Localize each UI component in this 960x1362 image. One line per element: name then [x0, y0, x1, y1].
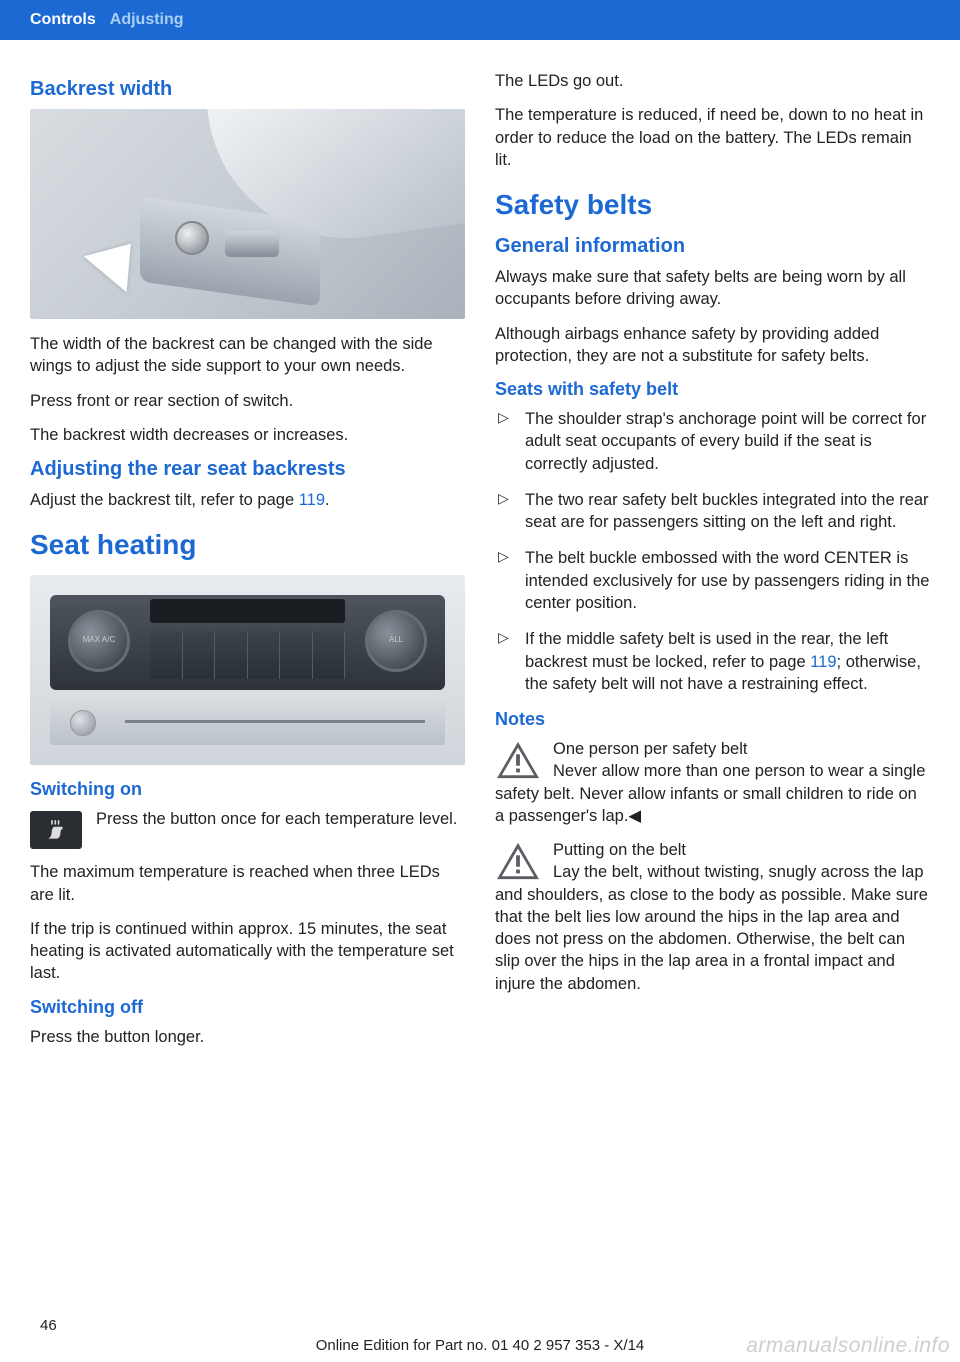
right-column: The LEDs go out. The temperature is redu…: [495, 70, 930, 1060]
page-footer: 46 Online Edition for Part no. 01 40 2 9…: [0, 1302, 960, 1362]
hvac-button-icon: [280, 631, 313, 679]
warning-body: One person per safety belt Never allow m…: [495, 738, 930, 827]
seat-heat-icon: [30, 811, 82, 849]
heading-general-information: General information: [495, 235, 930, 258]
general-p2: Although airbags enhance safety by provi…: [495, 323, 930, 368]
list-item: The two rear safety belt buckles integra…: [495, 489, 930, 534]
page-link-119-b[interactable]: 119: [810, 653, 836, 671]
list-item: The belt buckle embossed with the word C…: [495, 547, 930, 614]
page-body: Backrest width The width of the backrest…: [0, 40, 960, 1060]
seat-heat-button-row: Press the button once for each tem­perat…: [30, 808, 465, 849]
seat-adjust-switch-icon: [225, 231, 279, 257]
backrest-width-p2: Press front or rear section of switch.: [30, 390, 465, 412]
hvac-button-icon: [215, 631, 248, 679]
backrest-width-p3: The backrest width decreases or increase…: [30, 424, 465, 446]
heading-seat-heating: Seat heating: [30, 529, 465, 561]
hvac-lower-panel: [50, 700, 445, 745]
backrest-width-p1: The width of the backrest can be changed…: [30, 333, 465, 378]
hvac-button-row: [150, 631, 345, 679]
heading-seats-safety-belt: Seats with safety belt: [495, 379, 930, 400]
list-item: The shoulder strap's anchorage point wil…: [495, 408, 930, 475]
left-column: Backrest width The width of the backrest…: [30, 70, 465, 1060]
seat-heat-button-text: Press the button once for each tem­perat…: [96, 808, 465, 830]
switching-off-p1: Press the button longer.: [30, 1026, 465, 1048]
figure-seat-backrest: [30, 109, 465, 319]
hvac-right-knob-icon: ALL: [365, 610, 427, 672]
heading-switching-on: Switching on: [30, 779, 465, 800]
hvac-button-icon: [150, 631, 183, 679]
figure-hvac-panel: MAX A/C ALL: [30, 575, 465, 765]
warning-triangle-icon: [495, 841, 541, 881]
hvac-left-knob-icon: MAX A/C: [68, 610, 130, 672]
seat-adjust-dial-icon: [175, 221, 209, 255]
hvac-button-icon: [313, 631, 346, 679]
switching-on-p1: The maximum temperature is reached when …: [30, 861, 465, 906]
general-p1: Always make sure that safety belts are b…: [495, 266, 930, 311]
hvac-display-icon: [150, 599, 345, 623]
rear-backrest-p1b: .: [325, 491, 330, 509]
watermark-text: armanualsonline.info: [746, 1334, 950, 1358]
warn1-title: One person per safety belt: [553, 740, 747, 758]
hvac-button-icon: [248, 631, 281, 679]
rear-backrest-p1: Adjust the backrest tilt, refer to page …: [30, 489, 465, 511]
warning-one-person: One person per safety belt Never allow m…: [495, 738, 930, 827]
header-section: Adjusting: [110, 11, 184, 29]
page-link-119[interactable]: 119: [299, 491, 325, 509]
warn2-title: Putting on the belt: [553, 841, 686, 859]
hvac-panel: MAX A/C ALL: [50, 595, 445, 690]
warning-putting-belt: Putting on the belt Lay the belt, withou…: [495, 839, 930, 995]
hvac-button-icon: [183, 631, 216, 679]
heading-rear-backrests: Adjusting the rear seat backrests: [30, 458, 465, 481]
list-item: If the middle safety belt is used in the…: [495, 628, 930, 695]
warning-triangle-icon: [495, 740, 541, 780]
page-header: Controls Adjusting: [0, 0, 960, 40]
seat-heat-svg-icon: [43, 817, 69, 843]
warn2-body: Lay the belt, without twisting, snugly a…: [495, 863, 928, 992]
warn1-body: Never allow more than one person to wear…: [495, 762, 925, 825]
heading-safety-belts: Safety belts: [495, 189, 930, 221]
header-chapter: Controls: [30, 11, 96, 29]
heading-notes: Notes: [495, 709, 930, 730]
cd-slot-icon: [125, 720, 425, 723]
safety-belt-list: The shoulder strap's anchorage point wil…: [495, 408, 930, 695]
heading-backrest-width: Backrest width: [30, 78, 465, 101]
page-number: 46: [40, 1317, 57, 1334]
warning-body: Putting on the belt Lay the belt, withou…: [495, 839, 930, 995]
switching-on-p2: If the trip is continued within approx. …: [30, 918, 465, 985]
heading-switching-off: Switching off: [30, 997, 465, 1018]
rear-backrest-p1a: Adjust the backrest tilt, refer to page: [30, 491, 299, 509]
leds-go-out: The LEDs go out.: [495, 70, 930, 92]
volume-knob-icon: [70, 710, 96, 736]
temperature-reduced: The temperature is reduced, if need be, …: [495, 104, 930, 171]
